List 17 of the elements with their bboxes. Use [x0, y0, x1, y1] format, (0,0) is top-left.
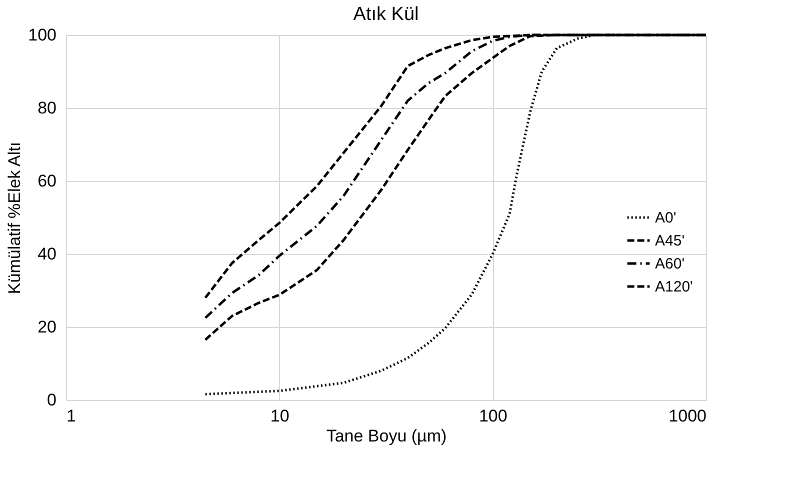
- legend-label: A45': [655, 232, 685, 250]
- legend-label: A60': [655, 256, 685, 272]
- legend-label: A0': [655, 210, 676, 226]
- x-tick-label: 10: [270, 406, 290, 426]
- y-axis-title: Kümülatif %Elek Altı: [5, 142, 24, 294]
- x-tick-label: 1000: [668, 406, 706, 426]
- x-tick-label: 1: [66, 406, 76, 426]
- legend-label: A120': [655, 278, 694, 296]
- y-tick-label: 80: [38, 98, 56, 118]
- x-tick-label: 100: [478, 406, 508, 426]
- x-axis-title: Tane Boyu (µm): [326, 426, 447, 446]
- y-tick-label: 20: [38, 318, 56, 336]
- y-tick-label: 40: [38, 244, 56, 264]
- y-tick-label: 60: [38, 172, 56, 190]
- chart-title: Atık Kül: [353, 4, 419, 25]
- y-tick-label: 100: [28, 26, 56, 44]
- y-tick-label: 0: [47, 390, 56, 410]
